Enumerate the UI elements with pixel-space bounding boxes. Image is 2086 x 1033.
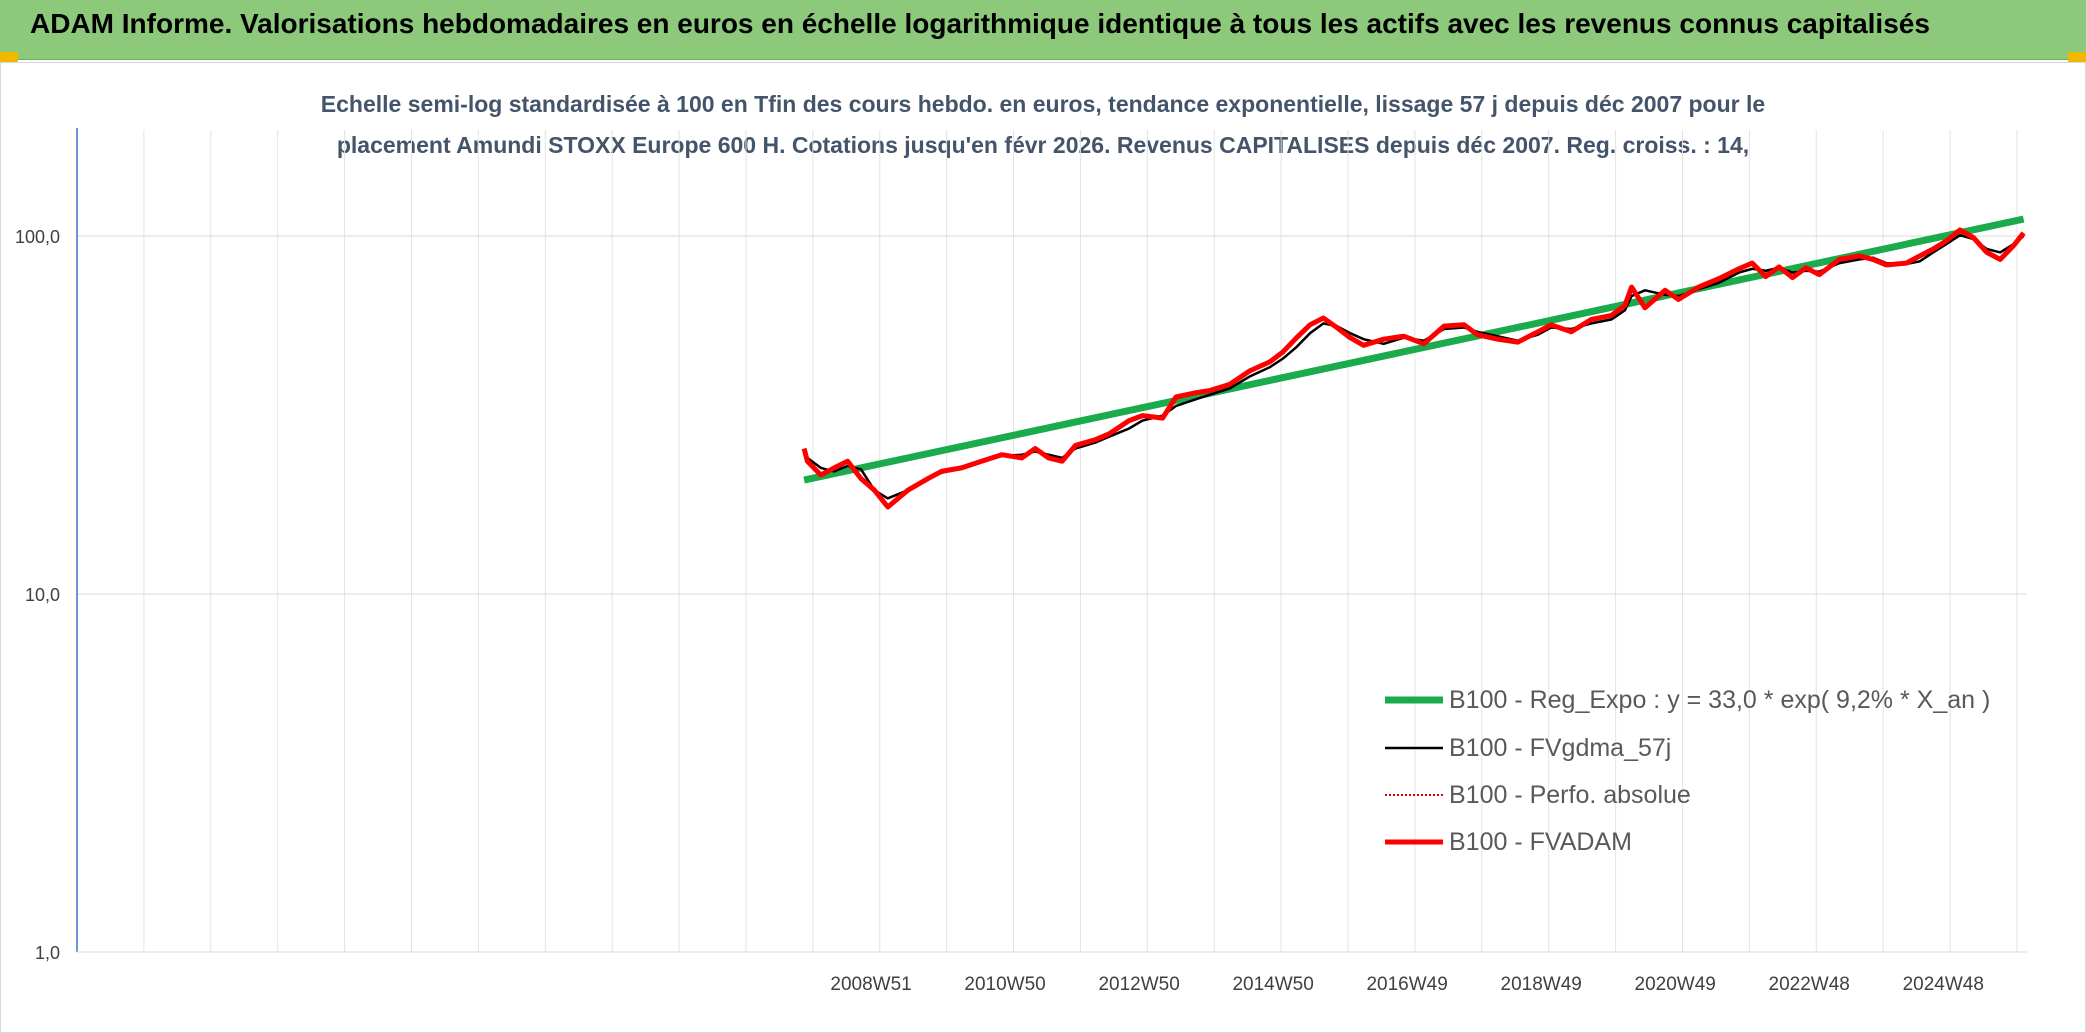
x-tick-label: 2022W48: [1769, 974, 1850, 995]
legend-label: B100 - Reg_Expo : y = 33,0 * exp( 9,2% *…: [1449, 686, 1990, 714]
x-tick-label: 2024W48: [1903, 974, 1984, 995]
x-tick-label: 2012W50: [1098, 974, 1179, 995]
x-tick-label: 2010W50: [964, 974, 1045, 995]
y-tick-label: 10,0: [25, 585, 60, 605]
page-title: ADAM Informe. Valorisations hebdomadaire…: [30, 8, 1930, 39]
x-tick-label: 2016W49: [1366, 974, 1447, 995]
y-tick-label: 1,0: [35, 943, 60, 963]
series-line-thick: [801, 227, 2026, 510]
corner-mark-right: [2068, 52, 2086, 62]
x-tick-label: 2020W49: [1635, 974, 1716, 995]
chart-subtitle: Echelle semi-log standardisée à 100 en T…: [0, 84, 2086, 166]
title-bar: ADAM Informe. Valorisations hebdomadaire…: [0, 0, 2086, 60]
corner-mark-left: [0, 52, 18, 62]
legend-label: B100 - FVgdma_57j: [1449, 734, 1671, 762]
y-tick-label: 100,0: [15, 227, 60, 247]
legend-label: B100 - Perfo. absolue: [1449, 781, 1691, 809]
chart-subtitle-line-2: placement Amundi STOXX Europe 600 H. Cot…: [336, 132, 1750, 158]
series-line-trend: [803, 215, 2025, 484]
x-tick-label: 2008W51: [830, 974, 911, 995]
x-tick-label: 2014W50: [1232, 974, 1313, 995]
chart-subtitle-line-1: Echelle semi-log standardisée à 100 en T…: [320, 91, 1766, 117]
x-tick-label: 2018W49: [1501, 974, 1582, 995]
legend-label: B100 - FVADAM: [1449, 828, 1632, 856]
